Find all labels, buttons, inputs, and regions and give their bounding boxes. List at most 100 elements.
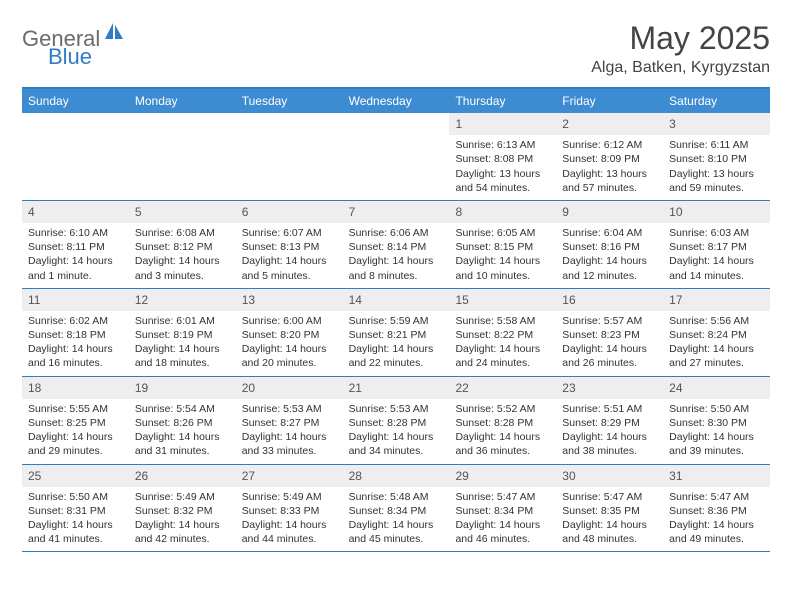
day-cell: 15Sunrise: 5:58 AMSunset: 8:22 PMDayligh…	[449, 289, 556, 376]
day-cell: 12Sunrise: 6:01 AMSunset: 8:19 PMDayligh…	[129, 289, 236, 376]
sunset-text: Sunset: 8:12 PM	[135, 240, 230, 254]
day-cell: 23Sunrise: 5:51 AMSunset: 8:29 PMDayligh…	[556, 377, 663, 464]
sunrise-text: Sunrise: 6:04 AM	[562, 226, 657, 240]
day-cell: 18Sunrise: 5:55 AMSunset: 8:25 PMDayligh…	[22, 377, 129, 464]
sunrise-text: Sunrise: 5:49 AM	[242, 490, 337, 504]
sunset-text: Sunset: 8:16 PM	[562, 240, 657, 254]
sunrise-text: Sunrise: 5:47 AM	[562, 490, 657, 504]
day-number: 9	[556, 201, 663, 223]
sunrise-text: Sunrise: 6:08 AM	[135, 226, 230, 240]
sunset-text: Sunset: 8:27 PM	[242, 416, 337, 430]
day-body: Sunrise: 6:03 AMSunset: 8:17 PMDaylight:…	[663, 223, 770, 288]
day-cell: 20Sunrise: 5:53 AMSunset: 8:27 PMDayligh…	[236, 377, 343, 464]
day-body: Sunrise: 5:51 AMSunset: 8:29 PMDaylight:…	[556, 399, 663, 464]
day-body: Sunrise: 5:55 AMSunset: 8:25 PMDaylight:…	[22, 399, 129, 464]
sunset-text: Sunset: 8:14 PM	[349, 240, 444, 254]
day-body: Sunrise: 6:07 AMSunset: 8:13 PMDaylight:…	[236, 223, 343, 288]
week-row: 18Sunrise: 5:55 AMSunset: 8:25 PMDayligh…	[22, 377, 770, 465]
day-number: 5	[129, 201, 236, 223]
daylight-text: Daylight: 14 hours and 29 minutes.	[28, 430, 123, 458]
sunset-text: Sunset: 8:36 PM	[669, 504, 764, 518]
sunset-text: Sunset: 8:34 PM	[455, 504, 550, 518]
sunrise-text: Sunrise: 5:55 AM	[28, 402, 123, 416]
sunrise-text: Sunrise: 6:12 AM	[562, 138, 657, 152]
daylight-text: Daylight: 14 hours and 34 minutes.	[349, 430, 444, 458]
day-cell: 24Sunrise: 5:50 AMSunset: 8:30 PMDayligh…	[663, 377, 770, 464]
sunset-text: Sunset: 8:22 PM	[455, 328, 550, 342]
day-body: Sunrise: 5:47 AMSunset: 8:35 PMDaylight:…	[556, 487, 663, 552]
day-body: Sunrise: 6:10 AMSunset: 8:11 PMDaylight:…	[22, 223, 129, 288]
day-cell: 1Sunrise: 6:13 AMSunset: 8:08 PMDaylight…	[449, 113, 556, 200]
day-body: Sunrise: 5:53 AMSunset: 8:28 PMDaylight:…	[343, 399, 450, 464]
day-number: 26	[129, 465, 236, 487]
day-body: Sunrise: 5:47 AMSunset: 8:36 PMDaylight:…	[663, 487, 770, 552]
daylight-text: Daylight: 13 hours and 59 minutes.	[669, 167, 764, 195]
day-cell: 5Sunrise: 6:08 AMSunset: 8:12 PMDaylight…	[129, 201, 236, 288]
day-number: 2	[556, 113, 663, 135]
sunrise-text: Sunrise: 6:02 AM	[28, 314, 123, 328]
daylight-text: Daylight: 14 hours and 5 minutes.	[242, 254, 337, 282]
day-cell: 19Sunrise: 5:54 AMSunset: 8:26 PMDayligh…	[129, 377, 236, 464]
day-number: 13	[236, 289, 343, 311]
day-cell: 9Sunrise: 6:04 AMSunset: 8:16 PMDaylight…	[556, 201, 663, 288]
sunrise-text: Sunrise: 5:47 AM	[455, 490, 550, 504]
day-cell: 14Sunrise: 5:59 AMSunset: 8:21 PMDayligh…	[343, 289, 450, 376]
daylight-text: Daylight: 14 hours and 44 minutes.	[242, 518, 337, 546]
sunrise-text: Sunrise: 6:03 AM	[669, 226, 764, 240]
sunset-text: Sunset: 8:09 PM	[562, 152, 657, 166]
day-number: 29	[449, 465, 556, 487]
daylight-text: Daylight: 14 hours and 41 minutes.	[28, 518, 123, 546]
sunrise-text: Sunrise: 5:50 AM	[28, 490, 123, 504]
sunset-text: Sunset: 8:28 PM	[455, 416, 550, 430]
sunrise-text: Sunrise: 5:50 AM	[669, 402, 764, 416]
sunrise-text: Sunrise: 5:56 AM	[669, 314, 764, 328]
day-number: 3	[663, 113, 770, 135]
day-body: Sunrise: 5:58 AMSunset: 8:22 PMDaylight:…	[449, 311, 556, 376]
day-body: Sunrise: 5:52 AMSunset: 8:28 PMDaylight:…	[449, 399, 556, 464]
day-cell: 28Sunrise: 5:48 AMSunset: 8:34 PMDayligh…	[343, 465, 450, 552]
daylight-text: Daylight: 14 hours and 39 minutes.	[669, 430, 764, 458]
day-body: Sunrise: 5:49 AMSunset: 8:32 PMDaylight:…	[129, 487, 236, 552]
sunset-text: Sunset: 8:25 PM	[28, 416, 123, 430]
day-cell: 29Sunrise: 5:47 AMSunset: 8:34 PMDayligh…	[449, 465, 556, 552]
sunrise-text: Sunrise: 5:47 AM	[669, 490, 764, 504]
daylight-text: Daylight: 14 hours and 38 minutes.	[562, 430, 657, 458]
day-cell: 7Sunrise: 6:06 AMSunset: 8:14 PMDaylight…	[343, 201, 450, 288]
sunset-text: Sunset: 8:10 PM	[669, 152, 764, 166]
sunrise-text: Sunrise: 5:51 AM	[562, 402, 657, 416]
day-number	[129, 113, 236, 119]
day-number: 14	[343, 289, 450, 311]
day-cell: 8Sunrise: 6:05 AMSunset: 8:15 PMDaylight…	[449, 201, 556, 288]
week-row: 11Sunrise: 6:02 AMSunset: 8:18 PMDayligh…	[22, 289, 770, 377]
day-cell: 4Sunrise: 6:10 AMSunset: 8:11 PMDaylight…	[22, 201, 129, 288]
day-number	[236, 113, 343, 119]
sunrise-text: Sunrise: 6:06 AM	[349, 226, 444, 240]
day-body: Sunrise: 6:11 AMSunset: 8:10 PMDaylight:…	[663, 135, 770, 200]
day-body: Sunrise: 6:02 AMSunset: 8:18 PMDaylight:…	[22, 311, 129, 376]
sunrise-text: Sunrise: 6:13 AM	[455, 138, 550, 152]
sunset-text: Sunset: 8:13 PM	[242, 240, 337, 254]
day-number: 12	[129, 289, 236, 311]
day-number: 24	[663, 377, 770, 399]
day-body: Sunrise: 6:04 AMSunset: 8:16 PMDaylight:…	[556, 223, 663, 288]
weeks-container: 1Sunrise: 6:13 AMSunset: 8:08 PMDaylight…	[22, 113, 770, 552]
day-body: Sunrise: 6:06 AMSunset: 8:14 PMDaylight:…	[343, 223, 450, 288]
day-body: Sunrise: 6:13 AMSunset: 8:08 PMDaylight:…	[449, 135, 556, 200]
sunset-text: Sunset: 8:34 PM	[349, 504, 444, 518]
day-body: Sunrise: 5:54 AMSunset: 8:26 PMDaylight:…	[129, 399, 236, 464]
day-body: Sunrise: 6:12 AMSunset: 8:09 PMDaylight:…	[556, 135, 663, 200]
day-number: 31	[663, 465, 770, 487]
day-number: 30	[556, 465, 663, 487]
daylight-text: Daylight: 13 hours and 54 minutes.	[455, 167, 550, 195]
sunrise-text: Sunrise: 6:11 AM	[669, 138, 764, 152]
day-number: 20	[236, 377, 343, 399]
sunset-text: Sunset: 8:33 PM	[242, 504, 337, 518]
daylight-text: Daylight: 14 hours and 36 minutes.	[455, 430, 550, 458]
daylight-text: Daylight: 14 hours and 45 minutes.	[349, 518, 444, 546]
header: General Blue May 2025 Alga, Batken, Kyrg…	[22, 20, 770, 77]
day-body: Sunrise: 6:08 AMSunset: 8:12 PMDaylight:…	[129, 223, 236, 288]
sunrise-text: Sunrise: 6:01 AM	[135, 314, 230, 328]
sunrise-text: Sunrise: 6:07 AM	[242, 226, 337, 240]
daylight-text: Daylight: 14 hours and 26 minutes.	[562, 342, 657, 370]
weekday-header: Sunday	[22, 89, 129, 113]
